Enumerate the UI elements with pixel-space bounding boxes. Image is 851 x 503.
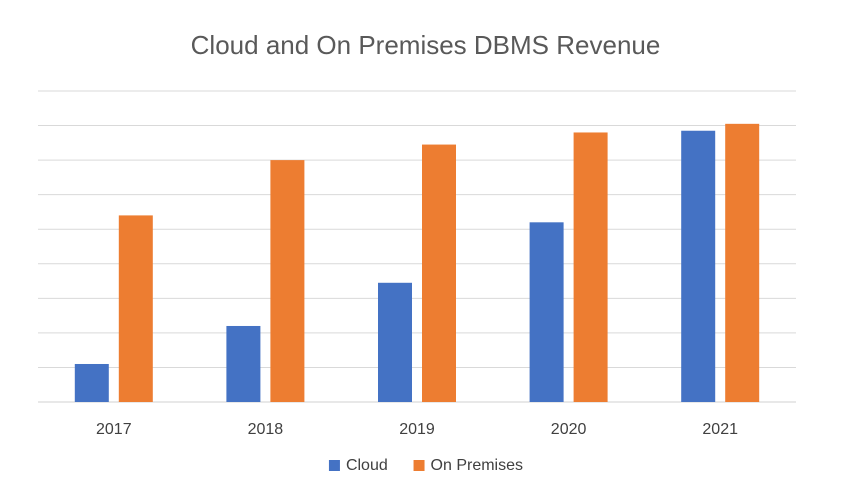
legend-swatch-on-premises <box>413 460 425 471</box>
bar-on-premises-2017 <box>118 215 153 402</box>
x-tick-label: 2019 <box>399 421 435 438</box>
chart-title: Cloud and On Premises DBMS Revenue <box>190 30 661 60</box>
bar-cloud-2021 <box>681 130 716 402</box>
x-tick-label: 2017 <box>96 421 132 438</box>
legend-swatch-cloud <box>328 460 340 471</box>
legend-label-cloud: Cloud <box>346 457 388 474</box>
x-tick-label: 2020 <box>551 421 587 438</box>
bar-cloud-2017 <box>74 363 109 402</box>
bar-on-premises-2018 <box>270 160 305 402</box>
x-tick-label: 2021 <box>702 421 738 438</box>
legend-label-on-premises: On Premises <box>431 457 523 474</box>
x-tick-label: 2018 <box>248 421 284 438</box>
bar-cloud-2019 <box>378 282 412 402</box>
bar-on-premises-2020 <box>573 132 608 402</box>
bar-on-premises-2019 <box>422 144 456 403</box>
bar-cloud-2018 <box>226 325 261 402</box>
bar-on-premises-2021 <box>725 123 760 403</box>
bar-cloud-2020 <box>529 222 564 402</box>
